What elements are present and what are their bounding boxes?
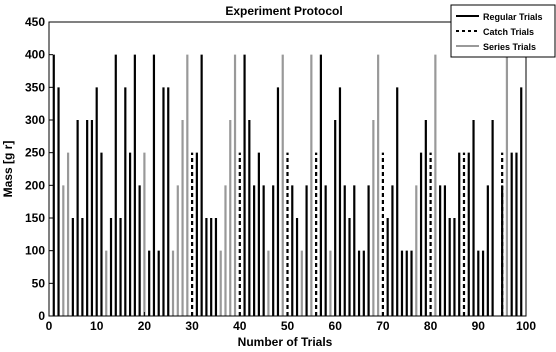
y-axis: 0 50 100 150 200 250 300 350 400 450 bbox=[25, 15, 53, 323]
y-tick-label: 300 bbox=[25, 113, 45, 127]
x-tick-label: 60 bbox=[329, 319, 343, 333]
y-tick-label: 150 bbox=[25, 211, 45, 225]
y-tick-label: 200 bbox=[25, 178, 45, 192]
x-tick-label: 0 bbox=[46, 319, 53, 333]
x-tick-label: 90 bbox=[472, 319, 486, 333]
chart-title: Experiment Protocol bbox=[225, 4, 342, 18]
y-tick-label: 350 bbox=[25, 80, 45, 94]
legend-label-series: Series Trials bbox=[483, 42, 536, 52]
y-tick-label: 0 bbox=[38, 309, 45, 323]
legend: Regular Trials Catch Trials Series Trial… bbox=[450, 4, 556, 58]
y-tick-label: 250 bbox=[25, 146, 45, 160]
x-tick-label: 30 bbox=[185, 319, 199, 333]
x-axis: 0 10 20 30 40 50 60 70 80 90 100 bbox=[46, 312, 536, 333]
y-tick-label: 450 bbox=[25, 15, 45, 29]
x-tick-label: 10 bbox=[90, 319, 104, 333]
x-tick-label: 40 bbox=[233, 319, 247, 333]
x-tick-label: 80 bbox=[424, 319, 438, 333]
y-tick-label: 400 bbox=[25, 48, 45, 62]
y-axis-label: Mass [g r] bbox=[1, 141, 15, 198]
x-tick-label: 70 bbox=[376, 319, 390, 333]
legend-label-regular: Regular Trials bbox=[483, 12, 543, 22]
legend-label-catch: Catch Trials bbox=[483, 27, 534, 37]
x-tick-label: 20 bbox=[138, 319, 152, 333]
bars-layer bbox=[52, 54, 523, 316]
x-tick-label: 100 bbox=[516, 319, 536, 333]
y-tick-label: 100 bbox=[25, 244, 45, 258]
y-tick-label: 50 bbox=[32, 276, 46, 290]
x-tick-label: 50 bbox=[281, 319, 295, 333]
x-axis-label: Number of Trials bbox=[238, 335, 333, 349]
